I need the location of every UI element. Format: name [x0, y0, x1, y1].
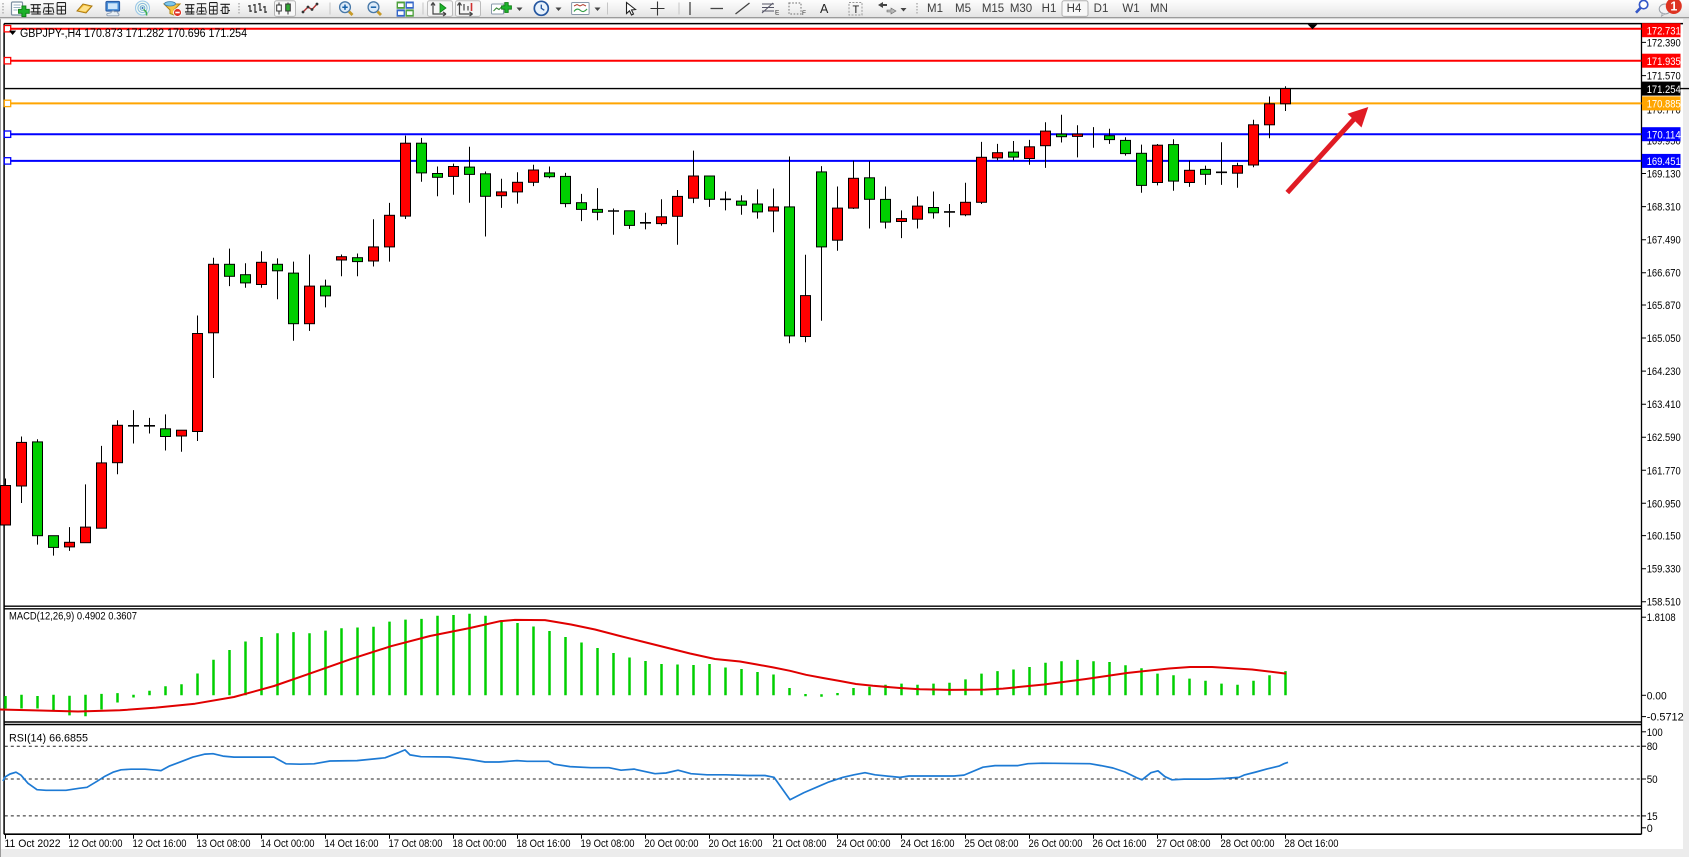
svg-text:0.00: 0.00 — [1647, 690, 1667, 702]
svg-text:160.150: 160.150 — [1647, 531, 1681, 543]
svg-text:T: T — [853, 4, 860, 16]
svg-text:164.230: 164.230 — [1647, 366, 1681, 378]
svg-text:28 Oct 16:00: 28 Oct 16:00 — [1285, 838, 1339, 850]
svg-text:19 Oct 08:00: 19 Oct 08:00 — [581, 838, 635, 850]
svg-text:F: F — [802, 10, 806, 17]
svg-text:165.050: 165.050 — [1647, 333, 1681, 345]
svg-text:M30: M30 — [1010, 3, 1032, 15]
svg-text:GBPJPY-,H4 170.873 171.282 17: GBPJPY-,H4 170.873 171.282 170.696 171.2… — [20, 28, 248, 40]
svg-text:D1: D1 — [1094, 3, 1109, 15]
svg-text:171.254: 171.254 — [1647, 84, 1681, 96]
svg-text:171.935: 171.935 — [1647, 56, 1681, 68]
svg-text:12 Oct 00:00: 12 Oct 00:00 — [69, 838, 123, 850]
svg-text:21 Oct 08:00: 21 Oct 08:00 — [773, 838, 827, 850]
svg-text:18 Oct 00:00: 18 Oct 00:00 — [453, 838, 507, 850]
svg-text:27 Oct 08:00: 27 Oct 08:00 — [1157, 838, 1211, 850]
svg-text:MN: MN — [1150, 3, 1168, 15]
svg-text:26 Oct 16:00: 26 Oct 16:00 — [1093, 838, 1147, 850]
svg-text:15: 15 — [1647, 811, 1658, 823]
svg-text:167.490: 167.490 — [1647, 235, 1681, 247]
svg-text:H1: H1 — [1042, 3, 1057, 15]
svg-text:170.114: 170.114 — [1647, 129, 1681, 141]
svg-text:50: 50 — [1647, 774, 1658, 786]
svg-text:1.8108: 1.8108 — [1647, 612, 1676, 624]
svg-text:M15: M15 — [982, 3, 1004, 15]
svg-text:0: 0 — [1647, 823, 1653, 835]
svg-text:162.590: 162.590 — [1647, 432, 1681, 444]
svg-text:163.410: 163.410 — [1647, 399, 1681, 411]
svg-text:160.950: 160.950 — [1647, 498, 1681, 510]
svg-text:26 Oct 00:00: 26 Oct 00:00 — [1029, 838, 1083, 850]
svg-text:M1: M1 — [927, 3, 943, 15]
svg-text:25 Oct 08:00: 25 Oct 08:00 — [965, 838, 1019, 850]
svg-text:159.330: 159.330 — [1647, 564, 1681, 576]
svg-text:169.130: 169.130 — [1647, 169, 1681, 181]
svg-text:20 Oct 16:00: 20 Oct 16:00 — [709, 838, 763, 850]
svg-text:80: 80 — [1647, 741, 1658, 753]
svg-text:171.570: 171.570 — [1647, 71, 1681, 83]
svg-text:100: 100 — [1647, 727, 1663, 739]
svg-text:A: A — [820, 2, 829, 16]
svg-text:24 Oct 16:00: 24 Oct 16:00 — [901, 838, 955, 850]
svg-text:169.451: 169.451 — [1647, 156, 1681, 168]
svg-text:E: E — [775, 10, 780, 17]
svg-text:166.670: 166.670 — [1647, 268, 1681, 280]
svg-text:W1: W1 — [1122, 3, 1139, 15]
svg-text:M5: M5 — [955, 3, 971, 15]
svg-text:161.770: 161.770 — [1647, 465, 1681, 477]
svg-text:172.390: 172.390 — [1647, 37, 1681, 49]
svg-text:RSI(14) 66.6855: RSI(14) 66.6855 — [9, 733, 88, 745]
svg-text:1: 1 — [1670, 0, 1677, 14]
svg-text:158.510: 158.510 — [1647, 597, 1681, 609]
svg-text:165.870: 165.870 — [1647, 300, 1681, 312]
svg-text:H4: H4 — [1067, 3, 1082, 15]
svg-text:13 Oct 08:00: 13 Oct 08:00 — [197, 838, 251, 850]
svg-text:14 Oct 16:00: 14 Oct 16:00 — [325, 838, 379, 850]
svg-text:17 Oct 08:00: 17 Oct 08:00 — [389, 838, 443, 850]
svg-text:11 Oct 2022: 11 Oct 2022 — [5, 838, 61, 850]
svg-text:18 Oct 16:00: 18 Oct 16:00 — [517, 838, 571, 850]
svg-text:170.885: 170.885 — [1647, 99, 1681, 111]
svg-text:MACD(12,26,9) 0.4902 0.3607: MACD(12,26,9) 0.4902 0.3607 — [9, 611, 137, 623]
svg-text:12 Oct 16:00: 12 Oct 16:00 — [133, 838, 187, 850]
svg-text:14 Oct 00:00: 14 Oct 00:00 — [261, 838, 315, 850]
svg-text:28 Oct 00:00: 28 Oct 00:00 — [1221, 838, 1275, 850]
svg-text:168.310: 168.310 — [1647, 202, 1681, 214]
svg-text:-0.5712: -0.5712 — [1647, 712, 1684, 724]
svg-text:172.731: 172.731 — [1647, 25, 1681, 37]
svg-text:20 Oct 00:00: 20 Oct 00:00 — [645, 838, 699, 850]
svg-text:24 Oct 00:00: 24 Oct 00:00 — [837, 838, 891, 850]
